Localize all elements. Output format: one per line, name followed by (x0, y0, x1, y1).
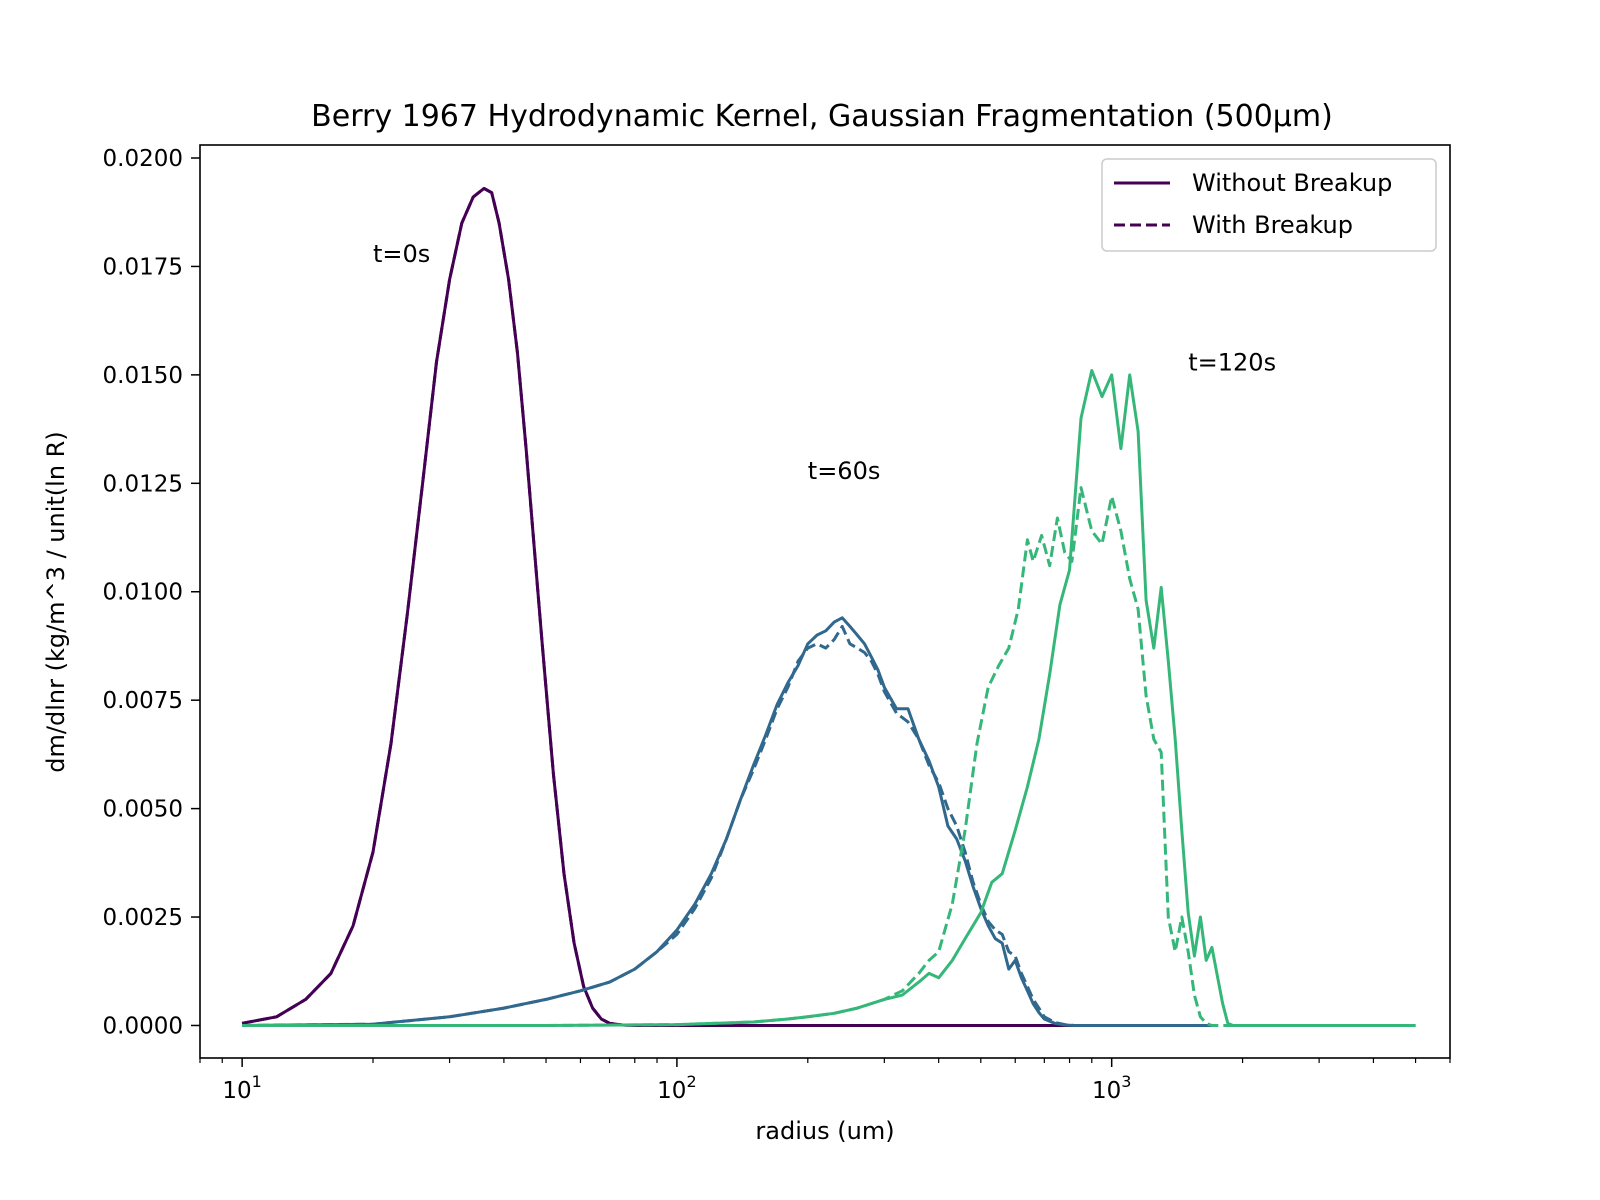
x-tick-label: 103 (1092, 1072, 1131, 1104)
y-tick-label: 0.0200 (103, 146, 183, 172)
y-tick-label: 0.0025 (103, 905, 183, 931)
annotation-t-120s: t=120s (1188, 349, 1276, 377)
y-axis: 0.0000 0.0025 0.0050 0.0075 0.0100 0.0125 0.01… (103, 146, 200, 1039)
y-tick-label: 0.0050 (103, 797, 183, 823)
x-tick-label: 101 (222, 1072, 261, 1104)
x-axis: 101 102 103 (199, 1058, 1451, 1104)
series-line-t-0s-solid (241, 186, 1212, 1027)
series-line-t-60s-solid (242, 616, 1212, 1027)
series-line-t-60s-dashed (242, 624, 1212, 1027)
y-axis-label: dm/dlnr (kg/m^3 / unit(ln R) (42, 431, 70, 772)
series-line-t-0s-dashed (241, 186, 1212, 1027)
plot-area (241, 186, 1416, 1027)
y-tick-label: 0.0000 (103, 1013, 183, 1039)
legend: Without Breakup With Breakup (1101, 158, 1437, 252)
y-tick-label: 0.0175 (103, 254, 183, 280)
series-line-t-120s-dashed (242, 486, 1416, 1027)
legend-label-without-breakup: Without Breakup (1192, 169, 1392, 197)
annotation-t-0s: t=0s (373, 240, 430, 268)
x-tick-label: 102 (657, 1072, 696, 1104)
series-line-t-120s-solid (242, 369, 1416, 1027)
legend-label-with-breakup: With Breakup (1192, 211, 1353, 239)
annotation-t-60s: t=60s (808, 457, 881, 485)
annotations: t=0s t=60s t=120s (373, 240, 1276, 485)
y-tick-label: 0.0150 (103, 363, 183, 389)
legend-box (1101, 158, 1437, 252)
y-tick-label: 0.0125 (103, 471, 183, 497)
chart-title: Berry 1967 Hydrodynamic Kernel, Gaussian… (311, 99, 1333, 134)
y-tick-label: 0.0100 (103, 580, 183, 606)
x-axis-label: radius (um) (755, 1117, 894, 1145)
y-tick-label: 0.0075 (103, 688, 183, 714)
plot-frame (199, 144, 1451, 1059)
